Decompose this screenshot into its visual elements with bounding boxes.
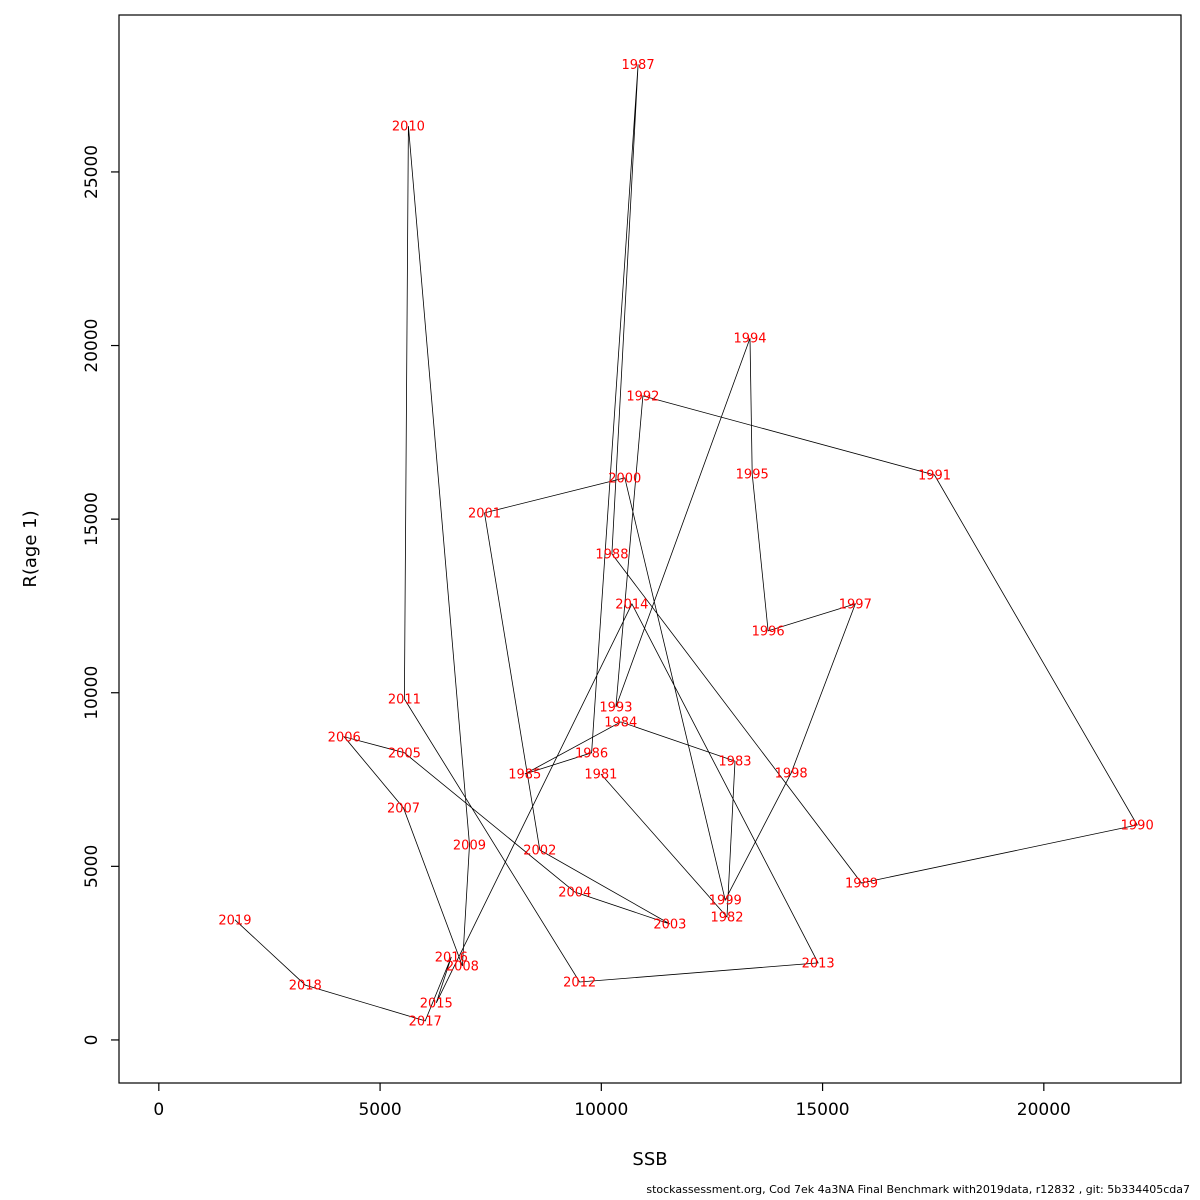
y-axis-label: R(age 1) (20, 510, 41, 587)
year-point-label: 2012 (563, 975, 596, 990)
year-point-label: 2015 (420, 996, 453, 1011)
year-point-label: 1982 (710, 911, 743, 926)
x-axis-tick-label: 20000 (1017, 1100, 1071, 1120)
y-axis-tick-label: 5000 (82, 845, 102, 888)
year-point-label: 1992 (626, 389, 659, 404)
y-axis-tick-label: 0 (82, 1035, 102, 1046)
year-point-label: 2010 (392, 120, 425, 135)
year-point-label: 2009 (453, 838, 486, 853)
year-point-label: 2004 (558, 886, 591, 901)
year-point-label: 2008 (446, 959, 479, 974)
year-point-label: 2016 (435, 950, 468, 965)
y-axis-tick-label: 10000 (82, 666, 102, 720)
year-point-label: 2006 (328, 730, 361, 745)
footer-caption: stockassessment.org, Cod 7ek 4a3NA Final… (646, 1183, 1190, 1196)
year-point-label: 2017 (409, 1014, 442, 1029)
year-point-label: 1995 (736, 468, 769, 483)
year-point-label: 1983 (718, 755, 751, 770)
year-point-label: 1985 (508, 767, 541, 782)
year-point-label: 1996 (752, 624, 785, 639)
x-axis-tick-label: 10000 (574, 1100, 628, 1120)
year-point-label: 2000 (608, 471, 641, 486)
year-point-label: 2019 (218, 913, 251, 928)
year-point-label: 1994 (733, 332, 766, 347)
year-point-label: 2014 (615, 597, 648, 612)
year-point-label: 1999 (709, 894, 742, 909)
year-point-label: 1984 (604, 715, 637, 730)
year-point-label: 2018 (289, 979, 322, 994)
year-point-label: 1987 (622, 58, 655, 73)
plot-box (118, 14, 1182, 1084)
y-axis-tick-label: 15000 (82, 492, 102, 546)
year-point-label: 2005 (388, 746, 421, 761)
recruitment-trajectory-line (234, 64, 1138, 1022)
year-point-label: 1989 (845, 877, 878, 892)
year-point-label: 2007 (387, 802, 420, 817)
y-axis-tick-label: 20000 (82, 318, 102, 372)
year-point-label: 2001 (468, 506, 501, 521)
year-point-label: 2003 (653, 917, 686, 932)
year-point-label: 1991 (918, 469, 951, 484)
year-point-label: 1998 (775, 766, 808, 781)
year-point-label: 2002 (523, 844, 556, 859)
year-point-label: 2013 (802, 956, 835, 971)
x-axis-tick-label: 0 (153, 1100, 164, 1120)
year-point-label: 1990 (1121, 819, 1154, 834)
year-point-label: 2011 (388, 692, 421, 707)
year-point-label: 1997 (839, 597, 872, 612)
y-axis-tick-label: 25000 (82, 145, 102, 199)
year-point-label: 1988 (595, 547, 628, 562)
x-axis-tick-label: 15000 (796, 1100, 850, 1120)
x-axis-tick-label: 5000 (358, 1100, 401, 1120)
year-point-label: 1993 (599, 700, 632, 715)
x-axis-label: SSB (632, 1149, 667, 1170)
year-point-label: 1981 (584, 767, 617, 782)
year-point-label: 1986 (575, 746, 608, 761)
